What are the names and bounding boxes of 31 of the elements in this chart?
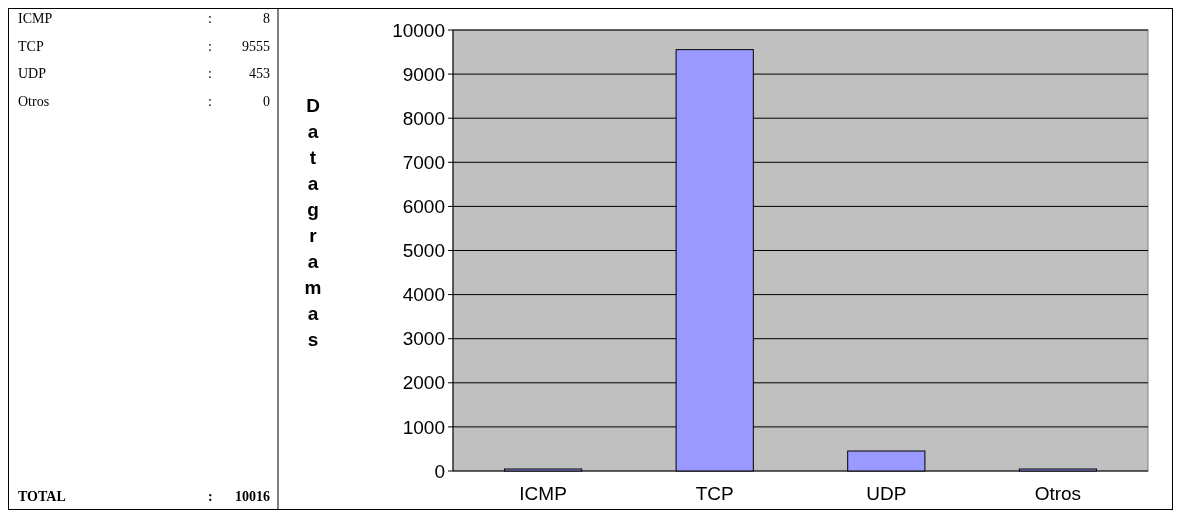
data-label: 0 — [263, 94, 270, 110]
x-tick-label: UDP — [866, 483, 907, 504]
x-tick-label: TCP — [695, 483, 734, 504]
y-tick-label: 8000 — [402, 107, 445, 129]
y-tick-label: 0 — [434, 460, 445, 482]
text: : — [208, 38, 212, 54]
y-tick-label: 3000 — [402, 328, 445, 350]
category-label: Otros — [18, 94, 50, 110]
data-label: 9555 — [242, 38, 270, 54]
text: : — [208, 11, 212, 26]
y-tick-label: 6000 — [402, 196, 445, 218]
data-label: 10016 — [235, 489, 270, 504]
text: : — [208, 66, 212, 82]
text: : — [208, 94, 212, 110]
y-tick-label: 4000 — [402, 284, 445, 306]
y-tick-label: 7000 — [402, 151, 445, 173]
data-label: 8 — [263, 11, 270, 26]
y-tick-label: 10000 — [392, 19, 445, 41]
x-tick-label: Otros — [1034, 483, 1082, 504]
data-label: 453 — [249, 66, 270, 82]
y-tick-label: 2000 — [402, 372, 445, 394]
x-tick-label: ICMP — [519, 483, 567, 504]
category-label: TCP — [18, 38, 44, 54]
text: Datagramas — [304, 95, 322, 350]
y-tick-label: 9000 — [402, 63, 445, 85]
category-label: UDP — [18, 66, 47, 82]
y-tick-label: 1000 — [402, 416, 445, 438]
category-label: TOTAL — [18, 489, 66, 504]
text: : — [208, 489, 213, 504]
y-tick-label: 5000 — [402, 240, 445, 262]
category-label: ICMP — [18, 11, 53, 26]
